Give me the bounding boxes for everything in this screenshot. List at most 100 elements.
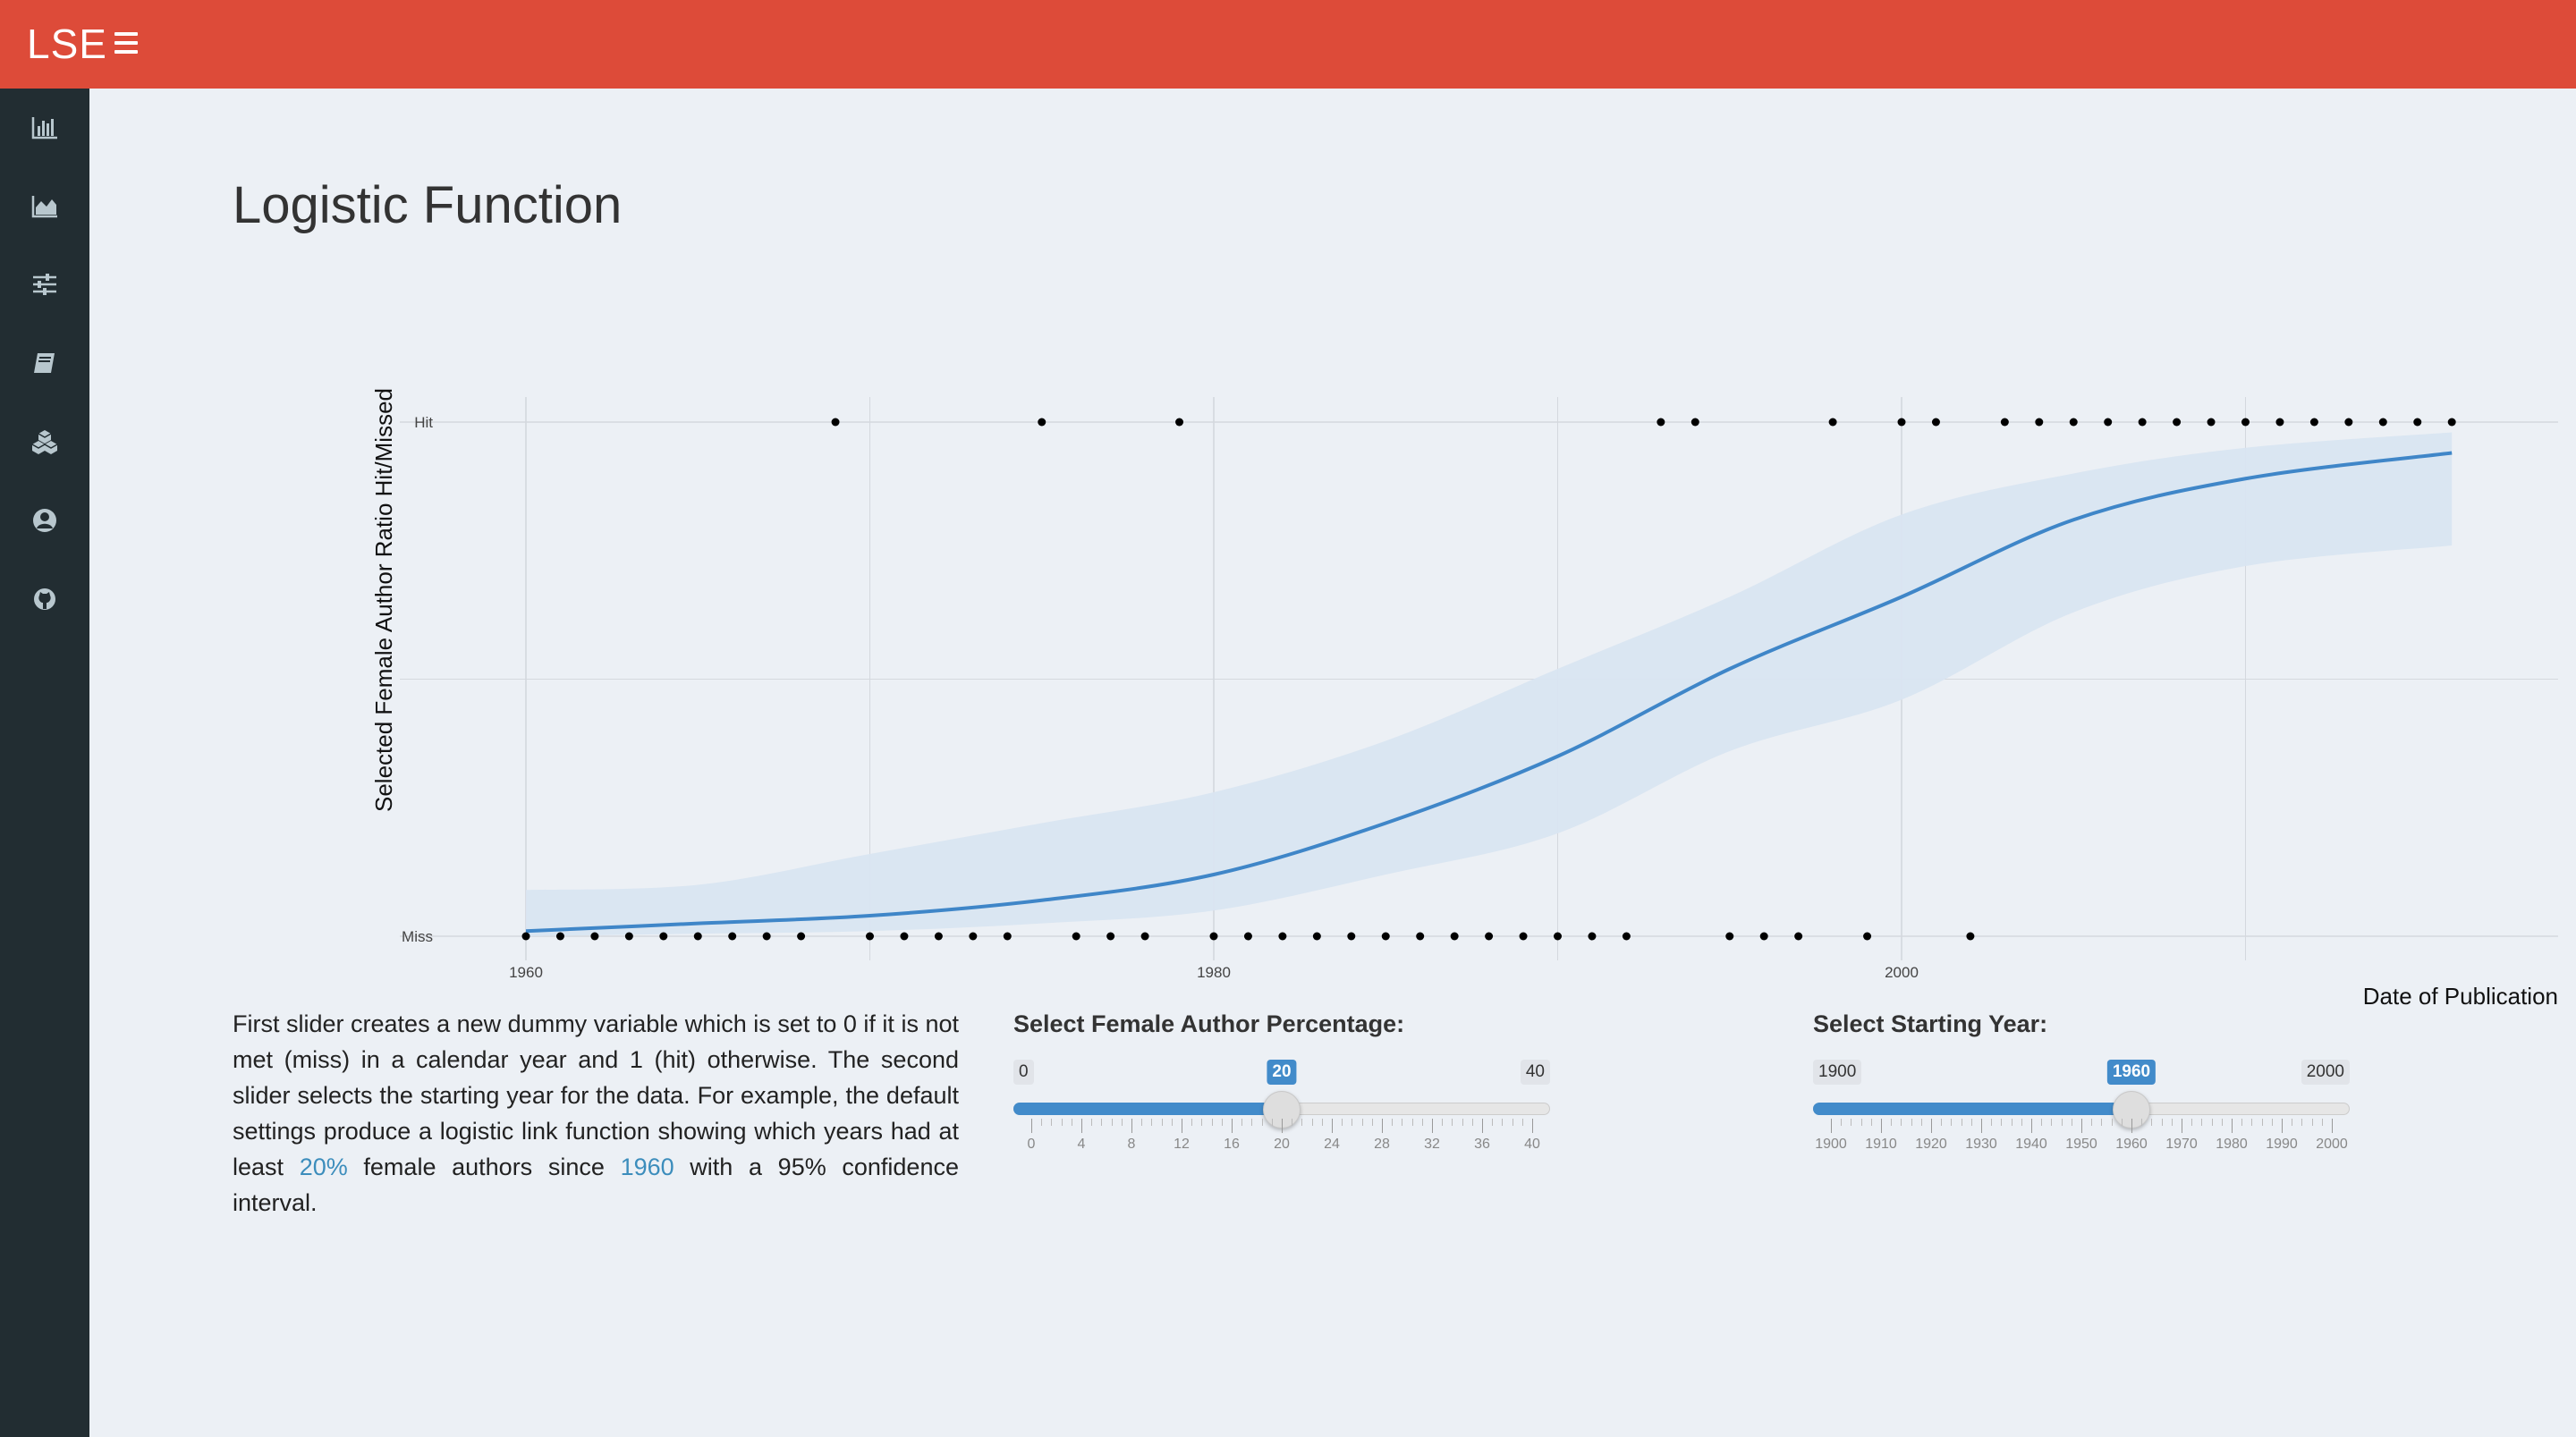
hit-point <box>831 418 840 427</box>
slider-grid-tick <box>2282 1119 2283 1133</box>
slider-grid-tick <box>1931 1119 1932 1133</box>
slider-grid-tick <box>2121 1119 2123 1126</box>
hit-point <box>2000 418 2009 427</box>
slider-grid-tick <box>1321 1119 1323 1126</box>
slider-grid-label: 24 <box>1324 1137 1340 1152</box>
miss-point <box>1622 932 1631 941</box>
slider-grid-tick <box>1151 1119 1153 1126</box>
miss-point <box>900 932 909 941</box>
hit-point <box>1657 418 1665 427</box>
miss-point <box>1450 932 1459 941</box>
slider-grid-tick <box>1041 1119 1043 1126</box>
slider-grid-tick <box>1392 1119 1394 1126</box>
slider-grid-tick <box>1201 1119 1203 1126</box>
hit-point <box>2309 418 2318 427</box>
hit-point <box>2173 418 2182 427</box>
logistic-curve <box>525 451 2453 934</box>
slider-grid-tick <box>1211 1119 1213 1126</box>
slider-grid-tick <box>2061 1119 2063 1126</box>
slider-grid-tick <box>1031 1119 1032 1133</box>
miss-point <box>1759 932 1768 941</box>
slider-grid-tick <box>1171 1119 1173 1126</box>
slider-grid-tick <box>1221 1119 1223 1126</box>
description-part-2: female authors since <box>347 1154 621 1180</box>
slider-fill-bar <box>1813 1103 2131 1115</box>
slider-grid-tick <box>1271 1119 1273 1126</box>
y-tick-label: Hit <box>414 414 433 431</box>
hit-point <box>2378 418 2387 427</box>
miss-point <box>659 932 668 941</box>
miss-point <box>1416 932 1425 941</box>
slider-grid-tick <box>1251 1119 1253 1126</box>
miss-point <box>1072 932 1080 941</box>
slider-grid-tick <box>1051 1119 1053 1126</box>
sidebar-item-user[interactable] <box>0 489 89 552</box>
slider-grid-tick <box>2021 1119 2022 1126</box>
year-slider[interactable]: 1900 2000 1960 1900 1910 1920 1930 1940 1950 1… <box>1813 1042 2350 1152</box>
sidebar-item-cubes[interactable] <box>0 410 89 473</box>
slider-grid-label: 28 <box>1374 1137 1390 1152</box>
github-icon <box>34 588 55 610</box>
slider-grid-tick <box>1851 1119 1852 1126</box>
slider-grid-label: 1970 <box>2165 1137 2198 1152</box>
slider-grid-label: 8 <box>1127 1137 1136 1152</box>
sidebar-item-sliders[interactable] <box>0 253 89 316</box>
slider-grid-tick <box>2001 1119 2003 1126</box>
logistic-chart: 1960 1980 2000 Miss Hit Selected Female Auth… <box>370 388 2558 1010</box>
slider-grid-tick <box>2091 1119 2093 1126</box>
slider-grid-tick <box>1332 1119 1333 1133</box>
slider-grid-tick <box>1891 1119 1893 1126</box>
hit-point <box>2138 418 2147 427</box>
slider-grid-tick <box>2301 1119 2303 1126</box>
sidebar-item-github[interactable] <box>0 568 89 630</box>
miss-point <box>1312 932 1321 941</box>
miss-point <box>693 932 702 941</box>
slider-grid-tick <box>1421 1119 1423 1126</box>
slider-handle[interactable] <box>1263 1091 1301 1128</box>
slider-grid: 1900 1910 1920 1930 1940 1950 1960 1970 1980 1990… <box>1813 1119 2350 1154</box>
slider-grid-tick <box>2101 1119 2103 1126</box>
slider-grid-tick <box>1532 1119 1533 1133</box>
miss-point <box>1554 932 1562 941</box>
sidebar-item-book[interactable] <box>0 332 89 394</box>
miss-point <box>728 932 737 941</box>
slider-grid-tick <box>1121 1119 1123 1126</box>
slider-grid-tick <box>1462 1119 1463 1126</box>
slider-grid-tick <box>1191 1119 1193 1126</box>
highlight-percentage: 20% <box>299 1154 348 1180</box>
sidebar-toggle-icon[interactable] <box>114 32 138 54</box>
hit-point <box>2275 418 2284 427</box>
slider-grid-tick <box>1442 1119 1444 1126</box>
hit-point <box>1038 418 1046 427</box>
slider-grid-label: 1960 <box>2115 1137 2148 1152</box>
miss-point <box>555 932 564 941</box>
slider-grid-tick <box>1941 1119 1943 1126</box>
app-logo[interactable]: LSE <box>27 21 107 67</box>
sidebar-item-bar-chart[interactable] <box>0 96 89 158</box>
slider-value-label: 20 <box>1267 1060 1297 1085</box>
hit-point <box>1828 418 1837 427</box>
slider-grid-tick <box>1881 1119 1882 1133</box>
slider-grid-label: 1990 <box>2266 1137 2298 1152</box>
slider-grid-tick <box>1081 1119 1082 1133</box>
slider-grid-tick <box>1841 1119 1843 1126</box>
miss-point <box>1347 932 1356 941</box>
confidence-band <box>526 432 2453 936</box>
slider-grid-tick <box>1920 1119 1922 1126</box>
slider-grid-label: 1940 <box>2015 1137 2047 1152</box>
slider-grid-label: 32 <box>1424 1137 1440 1152</box>
slider-grid-tick <box>1371 1119 1373 1126</box>
slider-max-label: 40 <box>1520 1060 1550 1085</box>
slider-grid-tick <box>2271 1119 2273 1126</box>
hit-point <box>2344 418 2353 427</box>
sidebar-item-area-chart[interactable] <box>0 174 89 237</box>
hit-point <box>2413 418 2422 427</box>
percentage-slider[interactable]: 0 40 20 0 4 8 12 16 20 24 28 32 36 40 <box>1013 1042 1550 1152</box>
miss-point <box>1381 932 1390 941</box>
slider-grid-tick <box>1521 1119 1523 1126</box>
slider-grid-label: 1950 <box>2065 1137 2097 1152</box>
miss-point <box>1209 932 1218 941</box>
percentage-slider-label: Select Female Author Percentage: <box>1013 1010 1405 1037</box>
slider-grid-tick <box>1870 1119 1872 1126</box>
slider-grid-tick <box>1361 1119 1363 1126</box>
